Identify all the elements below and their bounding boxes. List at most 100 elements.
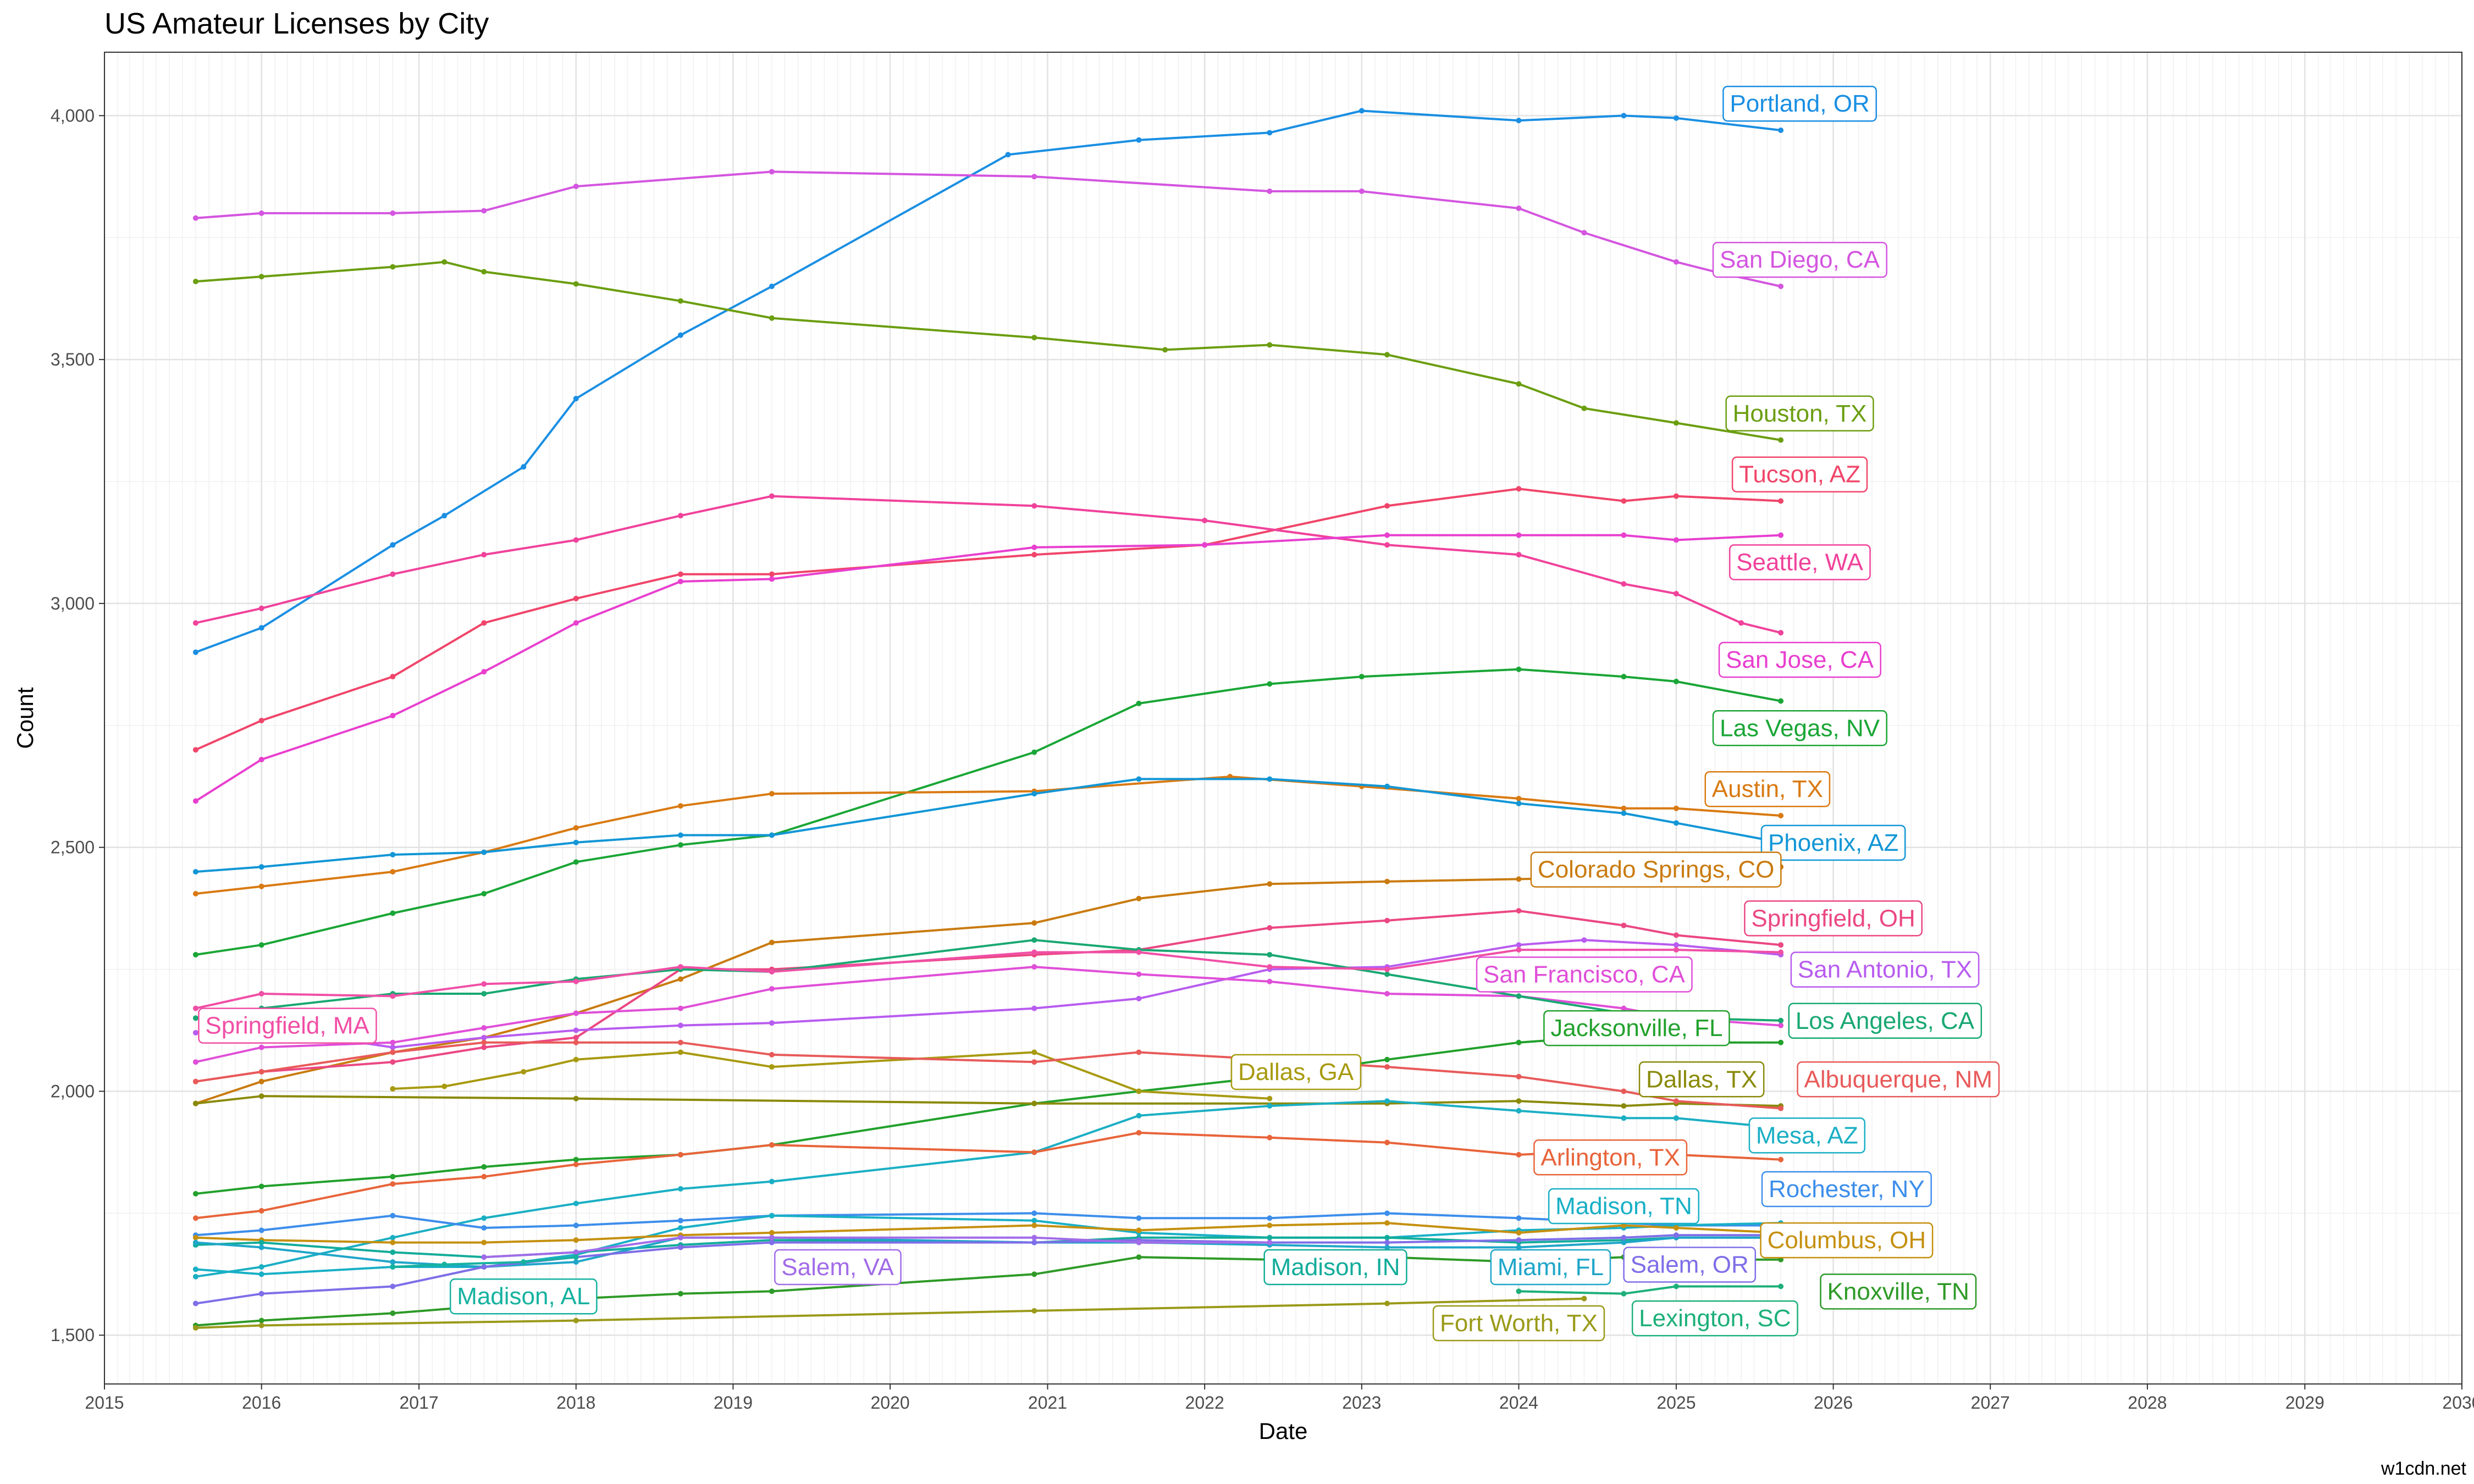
- label-tucson-az: Tucson, AZ: [1731, 456, 1868, 492]
- data-point: [1673, 942, 1679, 948]
- data-point: [192, 1234, 198, 1241]
- data-point: [1031, 1234, 1037, 1241]
- data-point: [1581, 405, 1587, 411]
- data-point: [258, 1208, 264, 1214]
- data-point: [1267, 130, 1273, 136]
- label-text: Springfield, OH: [1751, 905, 1915, 932]
- series-seattle-wa: [192, 493, 1784, 636]
- label-lexington-sc: Lexington, SC: [1631, 1300, 1798, 1337]
- label-box: [1760, 1222, 1934, 1259]
- data-point: [1384, 1220, 1390, 1226]
- data-point: [481, 669, 487, 675]
- data-point: [1516, 1098, 1522, 1104]
- data-point: [1031, 503, 1037, 509]
- data-point: [573, 281, 579, 287]
- data-point: [1267, 776, 1273, 782]
- label-dallas-tx: Dallas, TX: [1638, 1061, 1765, 1098]
- data-point: [390, 1264, 396, 1270]
- data-point: [1136, 1254, 1142, 1260]
- label-box: [1623, 1247, 1757, 1283]
- data-point: [390, 852, 396, 858]
- label-madison-al: Madison, AL: [449, 1278, 598, 1315]
- label-text: Salem, OR: [1631, 1252, 1749, 1278]
- label-salem-or: Salem, OR: [1623, 1247, 1757, 1283]
- data-point: [1516, 486, 1522, 492]
- y-tick-label: 1,500: [51, 1325, 95, 1345]
- data-point: [258, 1264, 264, 1270]
- data-point: [573, 1156, 579, 1162]
- label-text: Jacksonville, FL: [1550, 1015, 1722, 1042]
- data-point: [1267, 188, 1273, 194]
- data-point: [258, 605, 264, 611]
- label-text: San Diego, CA: [1720, 246, 1880, 273]
- data-point: [769, 1051, 775, 1057]
- label-knoxville-tn: Knoxville, TN: [1820, 1273, 1977, 1310]
- data-point: [1516, 947, 1522, 953]
- data-point: [677, 976, 683, 982]
- series-san-diego-ca: [192, 169, 1784, 290]
- data-point: [1359, 108, 1365, 114]
- label-salem-va: Salem, VA: [774, 1249, 902, 1286]
- data-point: [1516, 1073, 1522, 1079]
- data-point: [1384, 352, 1390, 358]
- label-box: [1476, 956, 1693, 993]
- label-san-francisco-ca: San Francisco, CA: [1476, 956, 1693, 993]
- series-tucson-az: [192, 486, 1784, 753]
- data-point: [1267, 951, 1273, 957]
- data-point: [1778, 1039, 1784, 1045]
- data-point: [1673, 820, 1679, 826]
- data-point: [390, 1283, 396, 1289]
- data-point: [1516, 1108, 1522, 1114]
- data-point: [769, 1288, 775, 1294]
- data-point: [390, 1044, 396, 1050]
- label-box: [1490, 1249, 1611, 1286]
- label-san-antonio-tx: San Antonio, TX: [1790, 951, 1980, 988]
- label-fort-worth-tx: Fort Worth, TX: [1432, 1305, 1605, 1342]
- data-point: [390, 1249, 396, 1255]
- data-point: [1136, 1129, 1142, 1136]
- data-point: [441, 259, 448, 265]
- data-point: [1778, 532, 1784, 538]
- label-text: Albuquerque, NM: [1804, 1066, 1992, 1093]
- label-columbus-oh: Columbus, OH: [1760, 1222, 1934, 1259]
- label-box: [1548, 1188, 1700, 1225]
- data-point: [1778, 437, 1784, 443]
- series-labels: Portland, OR San Diego, CA Houston, TX Tucs…: [198, 85, 2000, 1342]
- data-point: [1516, 1230, 1522, 1236]
- data-point: [481, 620, 487, 626]
- x-tick-label: 2016: [242, 1393, 281, 1413]
- label-rochester-ny: Rochester, NY: [1761, 1171, 1932, 1208]
- data-point: [1673, 259, 1679, 265]
- data-point: [769, 969, 775, 975]
- label-box: [1631, 1300, 1798, 1337]
- data-point: [1031, 1149, 1037, 1155]
- label-box: [1820, 1273, 1977, 1310]
- data-point: [1516, 1039, 1522, 1045]
- data-point: [1267, 1215, 1273, 1221]
- y-tick-label: 3,500: [51, 350, 95, 369]
- data-point: [258, 717, 264, 723]
- label-text: Los Angeles, CA: [1796, 1007, 1975, 1034]
- data-point: [390, 1059, 396, 1065]
- label-box: [1712, 241, 1887, 278]
- data-point: [677, 1234, 683, 1241]
- data-point: [573, 537, 579, 543]
- data-point: [677, 1291, 683, 1297]
- data-point: [521, 1068, 527, 1075]
- data-point: [1031, 1239, 1037, 1245]
- data-point: [1673, 932, 1679, 938]
- label-phoenix-az: Phoenix, AZ: [1760, 824, 1906, 861]
- label-text: Las Vegas, NV: [1720, 715, 1880, 741]
- data-point: [481, 990, 487, 996]
- data-point: [258, 942, 264, 948]
- data-point: [1673, 493, 1679, 499]
- data-point: [1738, 620, 1744, 626]
- data-point: [1202, 518, 1208, 524]
- data-point: [258, 1078, 264, 1084]
- data-point: [390, 1310, 396, 1316]
- data-point: [677, 1186, 683, 1192]
- label-box: [1533, 1139, 1688, 1176]
- data-point: [573, 1039, 579, 1045]
- series-line: [195, 949, 1781, 1010]
